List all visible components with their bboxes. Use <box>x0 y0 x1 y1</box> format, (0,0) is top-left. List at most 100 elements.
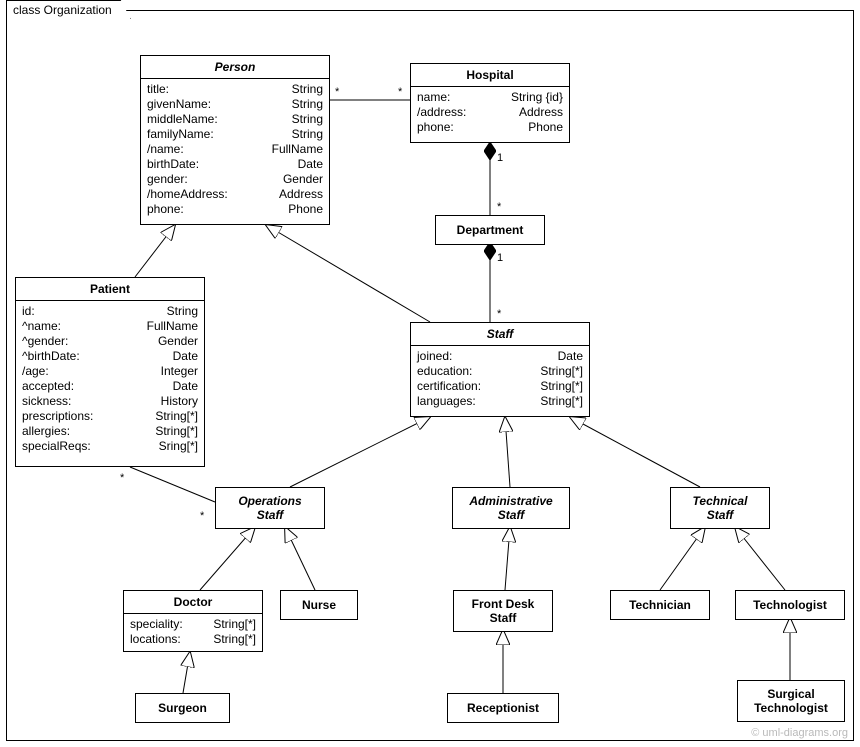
class-title: Department <box>436 216 544 244</box>
attr-row: allergies:String[*] <box>22 424 198 439</box>
attr-row: sickness: History <box>22 394 198 409</box>
attr-row: locations: String[*] <box>130 632 256 647</box>
attr-name: /age: <box>22 364 49 379</box>
attr-name: gender: <box>147 172 188 187</box>
class-title: Surgical Technologist <box>738 681 844 721</box>
attr-name: /homeAddress: <box>147 187 228 202</box>
attr-row: languages: String[*] <box>417 394 583 409</box>
attr-row: joined: Date <box>417 349 583 364</box>
attr-type: Gender <box>269 172 323 187</box>
class-Technician: Technician <box>610 590 710 620</box>
attr-name: ^gender: <box>22 334 68 349</box>
attr-name: prescriptions: <box>22 409 93 424</box>
attr-name: givenName: <box>147 97 211 112</box>
attr-row: education: String[*] <box>417 364 583 379</box>
attr-name: birthDate: <box>147 157 199 172</box>
attr-type: Date <box>159 379 198 394</box>
attr-name: id: <box>22 304 35 319</box>
attr-row: /age: Integer <box>22 364 198 379</box>
class-title: Person <box>141 56 329 79</box>
attr-name: familyName: <box>147 127 214 142</box>
attr-type: History <box>147 394 198 409</box>
class-attrs: id:String^name: FullName ^gender: Gender^bi… <box>16 301 204 457</box>
attr-type: FullName <box>133 319 198 334</box>
multiplicity-label: * <box>335 86 339 98</box>
attr-name: sickness: <box>22 394 71 409</box>
class-title: Receptionist <box>448 694 558 722</box>
multiplicity-label: * <box>398 86 402 98</box>
attr-type: String[*] <box>199 632 256 647</box>
attr-type: Sring[*] <box>145 439 198 454</box>
attr-type: Gender <box>144 334 198 349</box>
multiplicity-label: * <box>200 510 204 522</box>
attr-row: gender: Gender <box>147 172 323 187</box>
attr-name: ^name: <box>22 319 61 334</box>
class-Technologist: Technologist <box>735 590 845 620</box>
class-title: Technician <box>611 591 709 619</box>
attr-row: /address: Address <box>417 105 563 120</box>
attr-type: String <box>278 97 323 112</box>
class-title: Doctor <box>124 591 262 614</box>
attr-row: phone: Phone <box>417 120 563 135</box>
watermark: © uml-diagrams.org <box>751 727 848 739</box>
attr-name: certification: <box>417 379 481 394</box>
class-Staff: Staff joined: Date education: String[*] certi… <box>410 322 590 417</box>
attr-name: languages: <box>417 394 476 409</box>
attr-type: String[*] <box>199 617 256 632</box>
attr-row: id:String <box>22 304 198 319</box>
attr-row: birthDate: Date <box>147 157 323 172</box>
class-Patient: Patientid:String^name:FullName^gender:Ge… <box>15 277 205 467</box>
class-Doctor: Doctor speciality: String[*] locations: Stri… <box>123 590 263 652</box>
attr-type: FullName <box>258 142 323 157</box>
attr-name: specialReqs: <box>22 439 91 454</box>
attr-name: speciality: <box>130 617 183 632</box>
attr-name: /name: <box>147 142 184 157</box>
attr-name: joined: <box>417 349 452 364</box>
attr-row: ^birthDate:Date <box>22 349 198 364</box>
attr-type: String[*] <box>141 424 198 439</box>
class-AdministrativeStaff: Administrative Staff <box>452 487 570 529</box>
attr-type: Phone <box>274 202 323 217</box>
attr-row: /homeAddress:Address <box>147 187 323 202</box>
class-OperationsStaff: Operations Staff <box>215 487 325 529</box>
class-title: Staff <box>411 323 589 346</box>
attr-type: Date <box>284 157 323 172</box>
attr-row: prescriptions:String[*] <box>22 409 198 424</box>
class-title: Surgeon <box>136 694 229 722</box>
class-title: Nurse <box>281 591 357 619</box>
attr-row: givenName: String <box>147 97 323 112</box>
attr-type: String <box>278 82 323 97</box>
attr-name: title: <box>147 82 169 97</box>
attr-name: name: <box>417 90 450 105</box>
attr-name: middleName: <box>147 112 218 127</box>
attr-type: String[*] <box>526 364 583 379</box>
class-Hospital: Hospitalname:String {id}/address:Address… <box>410 63 570 143</box>
attr-type: String {id} <box>497 90 563 105</box>
class-title: Administrative Staff <box>453 488 569 528</box>
attr-name: /address: <box>417 105 466 120</box>
attr-row: speciality: String[*] <box>130 617 256 632</box>
class-FrontDeskStaff: Front Desk Staff <box>453 590 553 632</box>
attr-type: Address <box>505 105 563 120</box>
attr-name: locations: <box>130 632 181 647</box>
attr-name: phone: <box>417 120 454 135</box>
attr-row: ^name: FullName <box>22 319 198 334</box>
class-Receptionist: Receptionist <box>447 693 559 723</box>
class-title: Operations Staff <box>216 488 324 528</box>
attr-row: /name: FullName <box>147 142 323 157</box>
attr-type: String[*] <box>526 394 583 409</box>
attr-type: Phone <box>514 120 563 135</box>
class-attrs: speciality: String[*] locations: String[*] <box>124 614 262 650</box>
attr-row: specialReqs: Sring[*] <box>22 439 198 454</box>
class-title: Technical Staff <box>671 488 769 528</box>
class-title: Technologist <box>736 591 844 619</box>
attr-row: name: String {id} <box>417 90 563 105</box>
multiplicity-label: 1 <box>497 152 503 164</box>
class-Department: Department <box>435 215 545 245</box>
multiplicity-label: 1 <box>497 252 503 264</box>
attr-type: Date <box>544 349 583 364</box>
attr-name: education: <box>417 364 472 379</box>
class-Person: Person title: String givenName: String middle… <box>140 55 330 225</box>
attr-type: Integer <box>147 364 198 379</box>
multiplicity-label: * <box>497 201 501 213</box>
